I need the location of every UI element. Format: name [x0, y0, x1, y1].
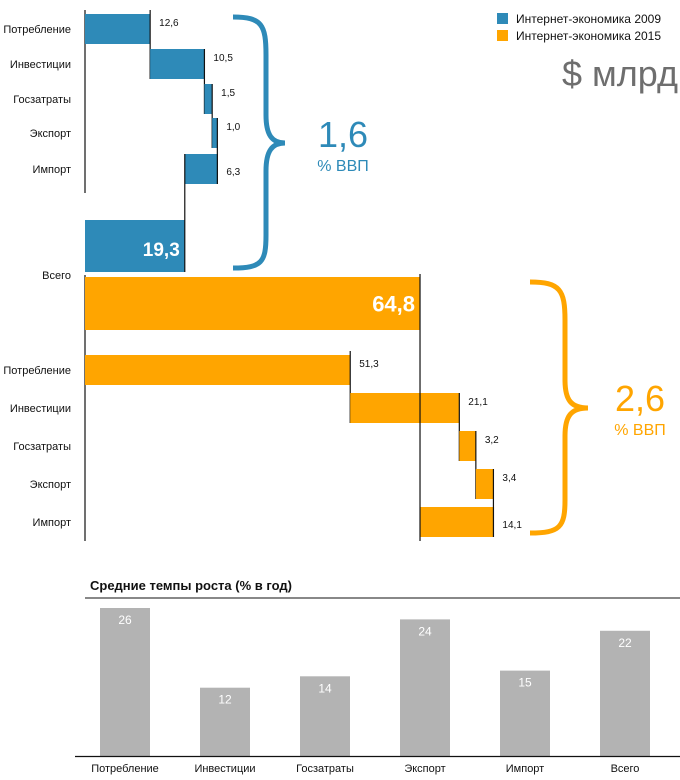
growth-bar	[500, 670, 550, 756]
gdp-share-unit-2009: % ВВП	[317, 158, 369, 175]
growth-bar	[400, 619, 450, 756]
growth-category-label: Госзатраты	[296, 763, 354, 775]
bar-0-3	[212, 118, 218, 148]
legend-swatch-2015	[497, 30, 508, 41]
value-label: 12,6	[159, 18, 179, 29]
value-label: 21,1	[468, 397, 488, 408]
category-label-total: Всего	[42, 270, 71, 282]
category-label: Госзатраты	[13, 94, 71, 106]
growth-category-label: Потребление	[91, 763, 159, 775]
bar-0-1	[150, 49, 205, 79]
growth-value-label: 14	[318, 681, 332, 695]
category-label: Инвестиции	[10, 403, 71, 415]
category-label: Потребление	[3, 365, 71, 377]
category-label: Импорт	[33, 517, 71, 529]
growth-value-label: 24	[418, 624, 432, 638]
unit-label: $ млрд	[562, 53, 678, 94]
value-label: 14,1	[502, 520, 522, 531]
value-label: 51,3	[359, 359, 379, 370]
growth-value-label: 26	[118, 613, 132, 627]
total-bar-0	[85, 220, 185, 272]
growth-value-label: 12	[218, 693, 232, 707]
growth-category-label: Импорт	[506, 763, 544, 775]
growth-bar	[600, 630, 650, 756]
category-label: Потребление	[3, 24, 71, 36]
value-label: 3,2	[485, 435, 499, 446]
category-label: Экспорт	[30, 128, 71, 140]
total-value-label: 64,8	[372, 292, 415, 317]
category-label: Экспорт	[30, 479, 71, 491]
bar-0-4	[184, 154, 218, 184]
bar-1-2	[459, 431, 476, 461]
growth-bar	[100, 608, 150, 756]
bar-0-0	[85, 14, 151, 44]
growth-value-label: 15	[518, 676, 532, 690]
growth-chart: 26 Потребление 12 Инвестиции 14 Госзатраты 24 Э…	[91, 608, 650, 775]
value-label: 1,5	[221, 88, 235, 99]
growth-chart-title: Средние темпы роста (% в год)	[90, 578, 292, 593]
growth-value-label: 22	[618, 636, 632, 650]
legend-swatch-2009	[497, 13, 508, 24]
growth-category-label: Инвестиции	[194, 763, 255, 775]
growth-bar	[300, 676, 350, 756]
value-label: 10,5	[213, 53, 233, 64]
legend-label-2015: Интернет-экономика 2015	[516, 29, 661, 43]
gdp-share-unit-2015: % ВВП	[614, 422, 666, 439]
total-bar-1	[85, 277, 421, 330]
bar-1-4	[420, 507, 494, 537]
value-label: 1,0	[226, 122, 240, 133]
growth-category-label: Экспорт	[404, 763, 445, 775]
category-label: Инвестиции	[10, 59, 71, 71]
gdp-share-2015: 2,6	[615, 378, 665, 419]
category-label: Госзатраты	[13, 441, 71, 453]
growth-category-label: Всего	[611, 763, 640, 775]
growth-bar	[200, 687, 250, 756]
legend: Интернет-экономика 2009 Интернет-экономи…	[497, 12, 661, 43]
gdp-share-2009: 1,6	[318, 114, 368, 155]
bar-1-1	[350, 393, 460, 423]
waterfall-chart: Потребление 12,6 Инвестиции 10,5 Госзатраты 1…	[3, 10, 522, 541]
value-label: 3,4	[502, 473, 516, 484]
bar-1-3	[475, 469, 494, 499]
value-label: 6,3	[226, 167, 240, 178]
brace-2009	[232, 14, 286, 271]
legend-label-2009: Интернет-экономика 2009	[516, 12, 661, 26]
category-label: Импорт	[33, 164, 71, 176]
bar-0-2	[204, 84, 213, 114]
brace-2015	[529, 279, 589, 536]
bar-1-0	[85, 355, 351, 385]
total-value-label: 19,3	[143, 240, 180, 261]
